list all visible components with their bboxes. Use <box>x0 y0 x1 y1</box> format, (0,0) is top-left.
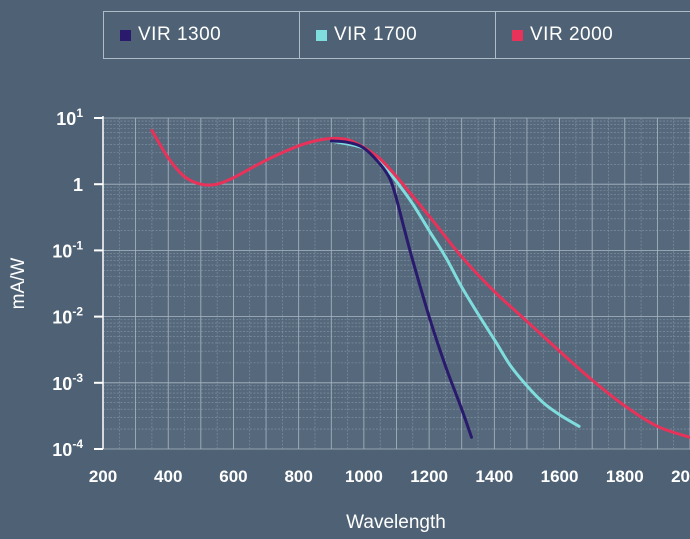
y-tick-label: 1 <box>73 175 83 195</box>
x-tick-label: 800 <box>284 467 312 486</box>
y-tick-label: 10-3 <box>52 371 83 394</box>
series-line-vir-1300 <box>329 139 473 439</box>
legend-item-vir-2000[interactable]: VIR 2000 <box>496 12 690 58</box>
legend-item-vir-1300[interactable]: VIR 1300 <box>104 12 300 58</box>
y-tick-label: 10-1 <box>52 238 83 261</box>
legend-swatch-vir-1300 <box>120 29 131 41</box>
x-tick-label: 600 <box>219 467 247 486</box>
legend-swatch-vir-2000 <box>512 29 523 41</box>
x-tick-label: 1200 <box>410 467 448 486</box>
y-axis-label: mA/W <box>8 258 29 310</box>
x-tick-label: 400 <box>154 467 182 486</box>
series-line-vir-1700 <box>329 139 581 428</box>
chart-axes <box>94 116 104 450</box>
chart-labels: 200 400 600 800 1000 1200 1400 1600 1800 2000 101 1… <box>8 106 690 533</box>
y-tick-label: 10-4 <box>52 437 83 460</box>
x-tick-label: 200 <box>89 467 117 486</box>
chart-series <box>150 128 690 439</box>
legend-item-vir-1700[interactable]: VIR 1700 <box>300 12 496 58</box>
legend-label-vir-1700: VIR 1700 <box>334 24 418 45</box>
legend-label-vir-2000: VIR 2000 <box>530 24 614 45</box>
x-tick-label: 1600 <box>541 467 579 486</box>
x-axis-label: Wavelength <box>346 512 446 533</box>
y-tick-label: 10-2 <box>52 305 83 328</box>
x-tick-label: 1800 <box>606 467 644 486</box>
series-line-vir-2000 <box>150 128 690 439</box>
chart-grid <box>102 117 690 450</box>
chart-legend: VIR 1300 VIR 1700 VIR 2000 <box>103 11 690 59</box>
x-tick-label: 2000 <box>671 467 690 486</box>
x-tick-label: 1400 <box>475 467 513 486</box>
x-tick-label: 1000 <box>345 467 383 486</box>
legend-label-vir-1300: VIR 1300 <box>138 24 222 45</box>
legend-swatch-vir-1700 <box>316 29 327 41</box>
y-tick-label: 101 <box>56 106 83 129</box>
